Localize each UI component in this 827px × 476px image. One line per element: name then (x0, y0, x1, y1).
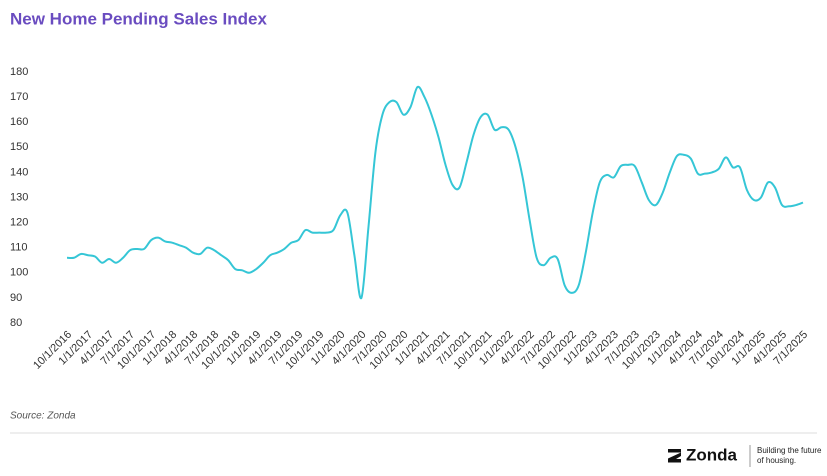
tagline: Building the future (757, 446, 822, 455)
logo-icon (668, 449, 681, 463)
y-tick-label: 90 (10, 292, 22, 304)
tagline: of housing. (757, 456, 796, 465)
y-tick-label: 160 (10, 116, 28, 128)
y-tick-label: 80 (10, 317, 22, 329)
y-tick-label: 130 (10, 191, 28, 203)
y-tick-label: 180 (10, 66, 28, 78)
chart-title: New Home Pending Sales Index (10, 9, 268, 28)
y-tick-label: 140 (10, 166, 28, 178)
y-tick-label: 170 (10, 91, 28, 103)
y-tick-label: 120 (10, 217, 28, 229)
source: Source: Zonda (10, 411, 76, 422)
brand: Zonda (686, 445, 738, 464)
y-tick-label: 100 (10, 267, 28, 279)
y-tick-label: 110 (10, 242, 28, 254)
y-tick-label: 150 (10, 141, 28, 153)
data-line (66, 85, 804, 299)
